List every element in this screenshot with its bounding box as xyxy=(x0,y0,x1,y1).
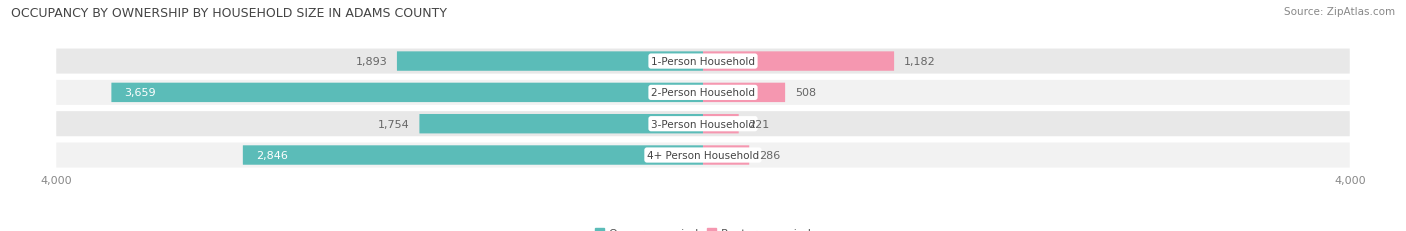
Text: OCCUPANCY BY OWNERSHIP BY HOUSEHOLD SIZE IN ADAMS COUNTY: OCCUPANCY BY OWNERSHIP BY HOUSEHOLD SIZE… xyxy=(11,7,447,20)
FancyBboxPatch shape xyxy=(419,115,703,134)
Text: Source: ZipAtlas.com: Source: ZipAtlas.com xyxy=(1284,7,1395,17)
FancyBboxPatch shape xyxy=(703,83,785,103)
Text: 1,754: 1,754 xyxy=(378,119,409,129)
Text: 4+ Person Household: 4+ Person Household xyxy=(647,150,759,160)
Text: 3,659: 3,659 xyxy=(124,88,156,98)
FancyBboxPatch shape xyxy=(56,80,1350,105)
FancyBboxPatch shape xyxy=(56,143,1350,168)
FancyBboxPatch shape xyxy=(243,146,703,165)
Text: 286: 286 xyxy=(759,150,780,160)
FancyBboxPatch shape xyxy=(703,115,738,134)
Text: 3-Person Household: 3-Person Household xyxy=(651,119,755,129)
FancyBboxPatch shape xyxy=(396,52,703,71)
Text: 221: 221 xyxy=(748,119,769,129)
FancyBboxPatch shape xyxy=(56,49,1350,74)
Legend: Owner-occupied, Renter-occupied: Owner-occupied, Renter-occupied xyxy=(591,224,815,231)
Text: 1-Person Household: 1-Person Household xyxy=(651,57,755,67)
FancyBboxPatch shape xyxy=(703,146,749,165)
FancyBboxPatch shape xyxy=(111,83,703,103)
Text: 1,182: 1,182 xyxy=(904,57,935,67)
Text: 1,893: 1,893 xyxy=(356,57,387,67)
Text: 508: 508 xyxy=(794,88,815,98)
Text: 2,846: 2,846 xyxy=(256,150,288,160)
Text: 2-Person Household: 2-Person Household xyxy=(651,88,755,98)
FancyBboxPatch shape xyxy=(56,112,1350,137)
FancyBboxPatch shape xyxy=(703,52,894,71)
